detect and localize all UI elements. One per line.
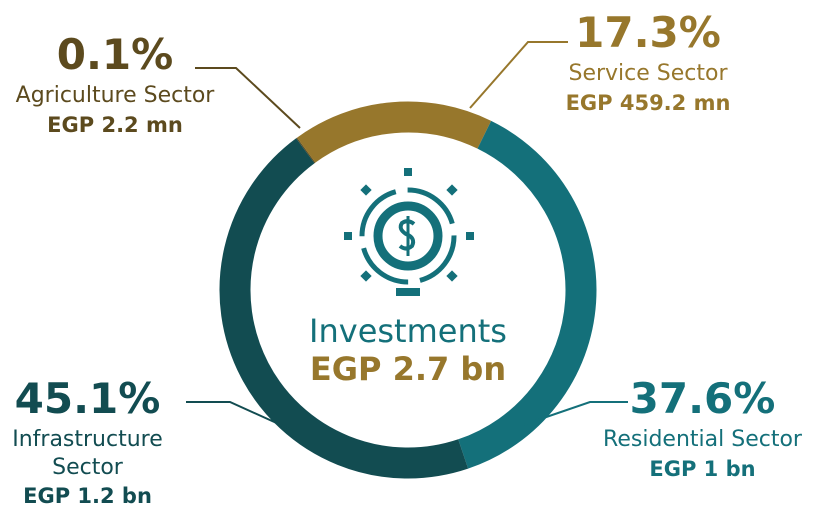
leader-line xyxy=(195,67,301,129)
amount-label: EGP 1 bn xyxy=(649,456,756,481)
donut-segment xyxy=(219,138,469,479)
percent-label: 17.3% xyxy=(575,8,721,57)
amount-label: EGP 459.2 mn xyxy=(565,90,731,115)
donut-segment xyxy=(297,101,492,163)
slice-label: 17.3% Service Sector EGP 459.2 mn xyxy=(548,12,748,116)
slice-label: 0.1% Agriculture Sector EGP 2.2 mn xyxy=(10,34,220,138)
category-label: Service Sector xyxy=(568,61,728,86)
slice-label: 37.6% Residential Sector EGP 1 bn xyxy=(590,378,815,482)
category-label: Infrastructure Sector xyxy=(12,427,163,480)
donut-segment xyxy=(458,120,597,469)
amount-label: EGP 2.2 mn xyxy=(47,112,183,137)
chart-title: Investments xyxy=(309,312,507,350)
percent-label: 0.1% xyxy=(56,30,174,79)
leader-line xyxy=(522,401,628,426)
investment-icon xyxy=(344,168,474,296)
category-label: Agriculture Sector xyxy=(15,83,215,108)
leader-line xyxy=(469,41,568,109)
category-label: Residential Sector xyxy=(603,427,802,452)
chart-subtitle: EGP 2.7 bn xyxy=(309,350,507,388)
donut-segment xyxy=(296,137,316,164)
percent-label: 45.1% xyxy=(14,374,161,423)
leader-line xyxy=(186,401,293,431)
amount-label: EGP 1.2 bn xyxy=(23,484,152,508)
slice-label: 45.1% Infrastructure Sector EGP 1.2 bn xyxy=(0,378,175,509)
percent-label: 37.6% xyxy=(629,374,776,423)
